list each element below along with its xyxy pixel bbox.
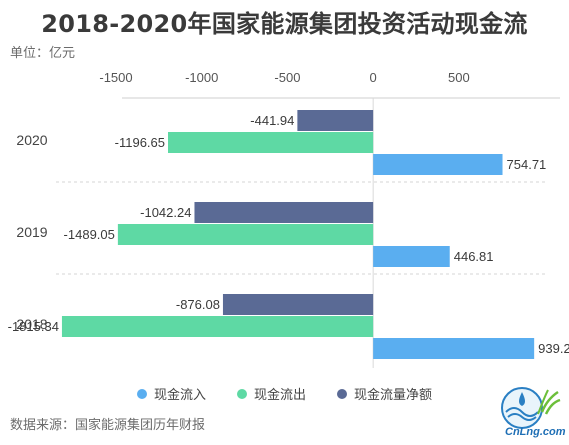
x-tick-label: -1500	[99, 70, 132, 85]
legend-label-1: 现金流出	[254, 387, 306, 403]
bar-2018-1	[61, 316, 374, 337]
logo-text: CnLng.com	[505, 426, 566, 438]
source-label: 数据来源：国家能源集团历年财报	[10, 417, 206, 432]
legend-label-0: 现金流入	[154, 387, 206, 403]
data-label: 939.26	[538, 341, 569, 356]
unit-label: 单位：亿元	[10, 45, 76, 60]
bar-2020-0	[373, 154, 503, 175]
cnlng-logo-icon	[501, 387, 561, 429]
bar-2019-0	[373, 246, 450, 267]
bar-2020-2	[297, 110, 374, 131]
category-label: 2020	[16, 132, 47, 148]
x-tick-label: -500	[274, 70, 300, 85]
data-label: 754.71	[507, 157, 547, 172]
data-label: -1042.24	[140, 205, 191, 220]
legend-marker-2	[337, 389, 347, 399]
data-label: -441.94	[250, 113, 294, 128]
bar-2018-0	[373, 338, 535, 359]
x-tick-label: 500	[448, 70, 470, 85]
legend-marker-1	[237, 389, 247, 399]
data-label: 446.81	[454, 249, 494, 264]
bar-2018-2	[222, 294, 374, 315]
bar-2019-1	[117, 224, 374, 245]
data-label: -1489.05	[64, 227, 115, 242]
legend-label-2: 现金流量净额	[354, 387, 432, 403]
x-tick-label: 0	[370, 70, 377, 85]
x-tick-label: -1000	[185, 70, 218, 85]
bar-2019-2	[194, 202, 374, 223]
category-label: 2018	[16, 316, 47, 332]
chart-title: 2018-2020年国家能源集团投资活动现金流	[41, 10, 528, 38]
legend-marker-0	[137, 389, 147, 399]
data-label: -876.08	[176, 297, 220, 312]
data-label: -1815.34	[8, 319, 59, 334]
data-label: -1196.65	[115, 135, 165, 150]
category-label: 2019	[16, 224, 47, 240]
bar-2020-1	[168, 132, 374, 153]
